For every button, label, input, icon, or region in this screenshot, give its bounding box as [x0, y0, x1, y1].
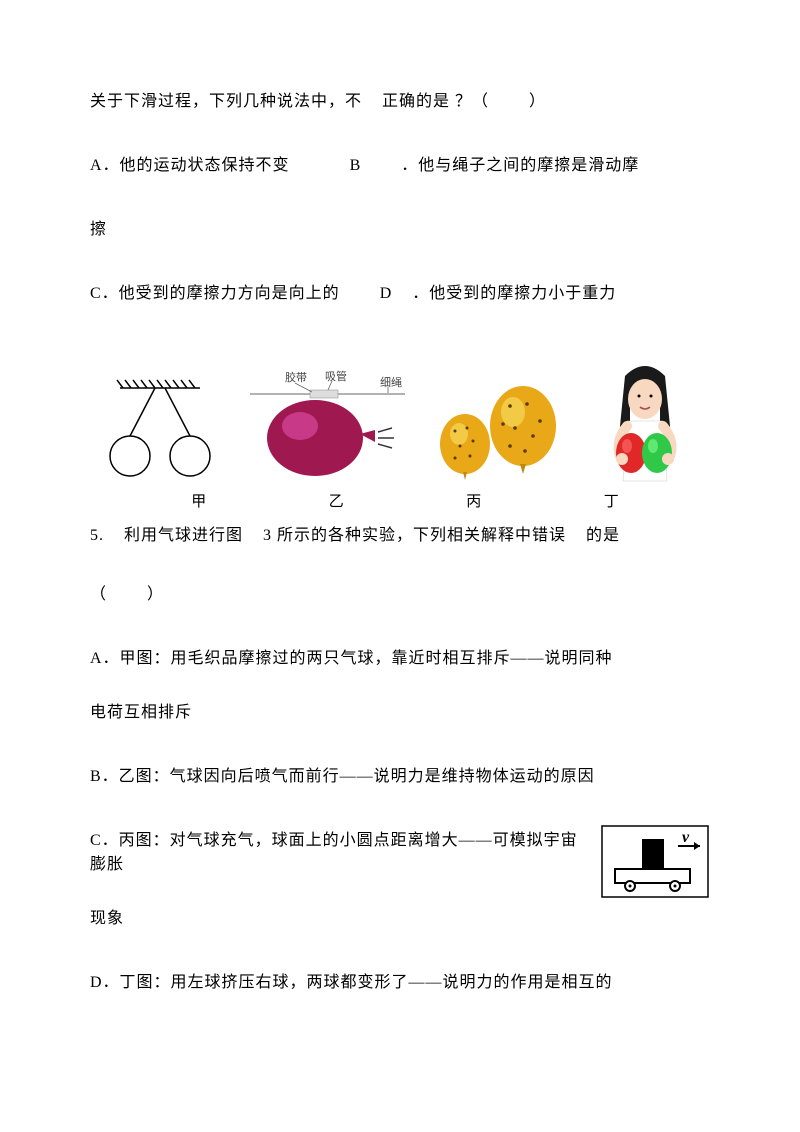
- q5-option-a-line1: A．甲图：用毛织品摩擦过的两只气球，靠近时相互排斥——说明同种: [90, 647, 710, 671]
- q5-stem-a: 利用气球进行图: [124, 527, 243, 544]
- q4-option-b-cont: 擦: [90, 218, 710, 242]
- label-xiguan: 吸管: [325, 369, 347, 383]
- q4-option-b-text: ．他与绳子之间的摩擦是滑动摩: [401, 157, 639, 174]
- q5-option-c-line2: 现象: [90, 907, 710, 931]
- q4-option-c: C．他受到的摩擦力方向是向上的: [90, 285, 340, 302]
- q4-option-d-text: ．他受到的摩擦力小于重力: [412, 285, 616, 302]
- q4-options-cd: C．他受到的摩擦力方向是向上的 D ．他受到的摩擦力小于重力: [90, 282, 710, 306]
- q4-stem: 关于下滑过程，下列几种说法中，不 正确的是 ？（ ）: [90, 90, 710, 114]
- q4-stem-close: ）: [529, 93, 546, 110]
- q5-stem: 5. 利用气球进行图 3 所示的各种实验，下列相关解释中错误 的是: [90, 524, 710, 548]
- q5-option-d: D．丁图：用左球挤压右球，两球都变形了——说明力的作用是相互的: [90, 971, 710, 995]
- figure-ding: [580, 356, 710, 486]
- label-jiaodai: 胶带: [285, 370, 307, 384]
- q5-stem-b: 3 所示的各种实验，下列相关解释中错误: [263, 527, 566, 544]
- q4-option-b-prefix: B: [350, 157, 362, 174]
- q4-stem-text: 关于下滑过程，下列几种说法中，不: [90, 93, 362, 110]
- q4-stem-end: 正确的是 ？（: [382, 93, 489, 110]
- q5-paren: （）: [90, 583, 710, 607]
- velocity-label: v: [682, 829, 690, 846]
- label-xirong: 细绳: [380, 375, 402, 389]
- label-ding: 丁: [543, 491, 681, 514]
- figure-yi: 胶带 吸管 细绳: [240, 356, 410, 486]
- figure-labels: 甲 乙 丙 丁: [90, 491, 710, 514]
- experiment-figure: 胶带 吸管 细绳: [90, 356, 710, 486]
- cart-figure: v: [600, 824, 710, 899]
- q5-num: 5.: [90, 527, 104, 544]
- figure-bing: [420, 356, 570, 486]
- label-yi: 乙: [268, 491, 406, 514]
- q5-stem-c: 的是: [586, 527, 620, 544]
- q4-options-ab: A．他的运动状态保持不变 B ．他与绳子之间的摩擦是滑动摩: [90, 154, 710, 178]
- figure-jia: [90, 356, 230, 486]
- label-jia: 甲: [130, 491, 268, 514]
- label-bing: 丙: [405, 491, 543, 514]
- q5-option-b: B．乙图：气球因向后喷气而前行——说明力是维持物体运动的原因: [90, 765, 710, 789]
- q4-option-d-prefix: D: [380, 285, 393, 302]
- q4-option-a: A．他的运动状态保持不变: [90, 157, 290, 174]
- q5-option-a-line2: 电荷互相排斥: [90, 701, 710, 725]
